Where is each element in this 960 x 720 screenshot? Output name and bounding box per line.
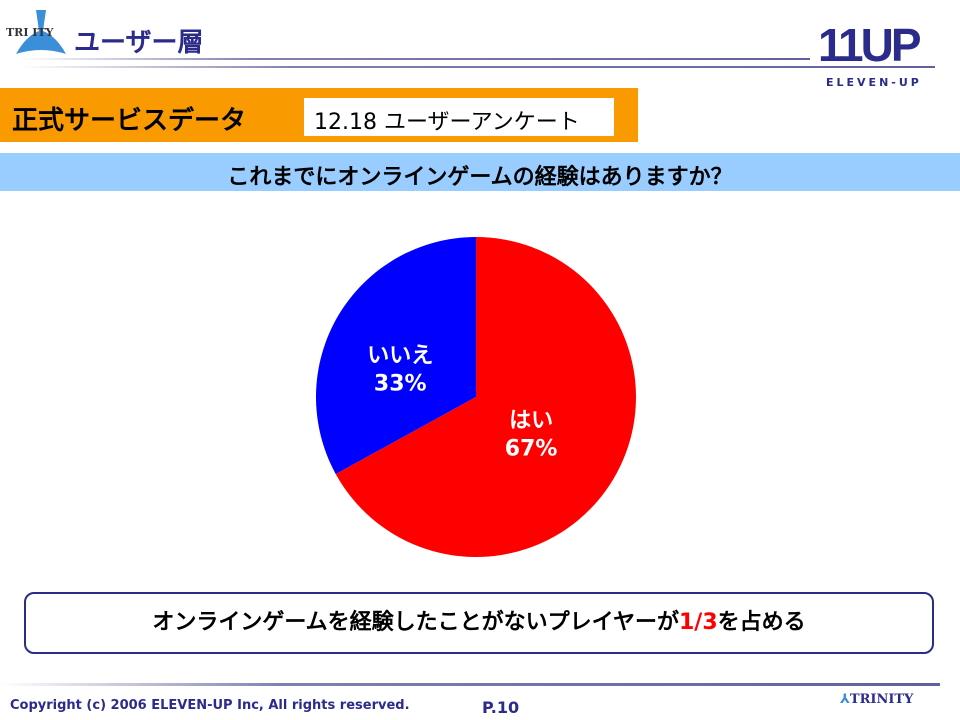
date-box (304, 98, 614, 136)
conclusion-text-end: を占める (717, 610, 806, 635)
question-bar (0, 153, 960, 191)
pie-slice-1 (335, 237, 636, 557)
eleven-up-logo-sub: ELEVEN-UP (826, 76, 922, 89)
data-label: 33% (374, 371, 427, 396)
page-number: P.10 (482, 698, 520, 717)
date-label: 12.18 ユーザーアンケート (314, 110, 580, 135)
conclusion-box: オンラインゲームを経験したことがないプレイヤーが1/3を占める (24, 592, 934, 654)
conclusion-text: オンラインゲームを経験したことがないプレイヤーが (152, 610, 679, 635)
page-title: ユーザー層 (74, 28, 204, 58)
svg-text:TRI ITY: TRI ITY (6, 26, 54, 39)
eleven-up-logo: 11UP (818, 19, 922, 71)
copyright: Copyright (c) 2006 ELEVEN-UP Inc, All ri… (10, 698, 410, 713)
trinity-logo: TRI ITY (6, 10, 66, 54)
question: これまでにオンラインゲームの経験はありますか？ (227, 165, 733, 190)
divider (20, 66, 935, 68)
divider (20, 58, 810, 60)
pie-slice-0 (316, 237, 476, 475)
banner-label: 正式サービスデータ (12, 106, 247, 136)
conclusion-highlight: 1/3 (679, 610, 718, 635)
data-label: 67% (505, 437, 558, 462)
category-label: はい (509, 409, 553, 434)
trinity-footer-logo: ⅄TRINITY (840, 692, 914, 707)
category-label: いいえ (367, 343, 433, 368)
footer-divider (0, 683, 940, 686)
